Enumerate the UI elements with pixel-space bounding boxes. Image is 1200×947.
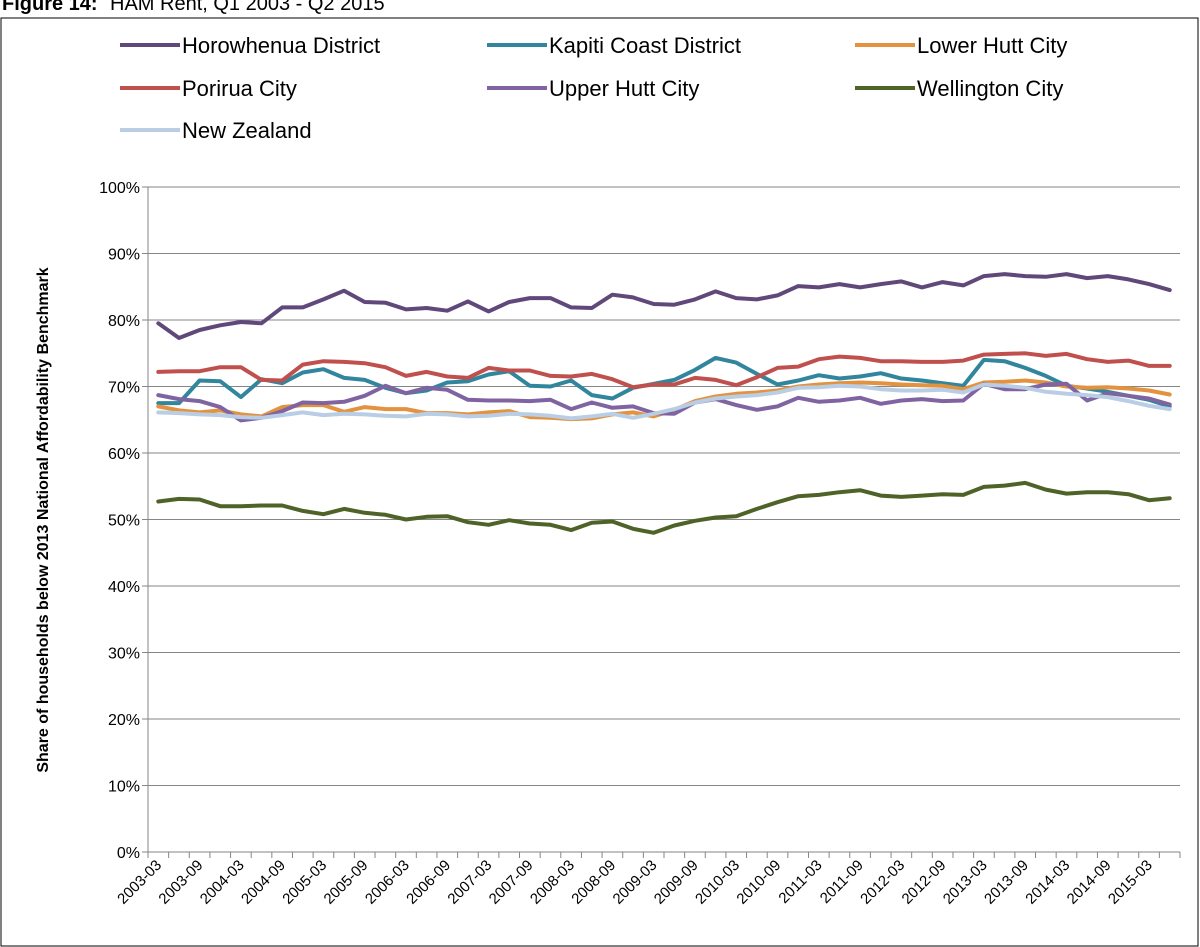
y-tick-label: 70% (108, 380, 140, 397)
series-line (156, 351, 1172, 390)
y-tick-label: 90% (108, 247, 140, 264)
legend-label: Kapiti Coast District (549, 33, 741, 58)
series-line (156, 382, 1172, 421)
legend-label: Horowhenua District (182, 33, 380, 58)
y-tick-label: 30% (108, 646, 140, 663)
title-label: Figure 14: (2, 0, 98, 15)
y-tick-label: 50% (108, 513, 140, 530)
series-line (156, 480, 1172, 535)
chart-title: HAM Rent, Q1 2003 - Q2 2015 (110, 0, 385, 15)
y-tick-label: 100% (99, 180, 140, 197)
series-line (156, 355, 1172, 409)
y-tick-label: 10% (108, 779, 140, 796)
y-tick-label: 40% (108, 579, 140, 596)
series-line (156, 272, 1172, 340)
y-tick-label: 60% (108, 446, 140, 463)
y-tick-label: 0% (117, 845, 140, 862)
y-tick-label: 80% (108, 313, 140, 330)
legend-label: Porirua City (182, 76, 297, 101)
legend-label: Upper Hutt City (549, 76, 699, 101)
legend-label: New Zealand (182, 118, 312, 143)
y-tick-label: 20% (108, 712, 140, 729)
y-axis-label: Share of households below 2013 National … (35, 267, 52, 772)
legend-label: Wellington City (917, 76, 1063, 101)
legend-label: Lower Hutt City (917, 33, 1067, 58)
chart-frame (0, 17, 1199, 947)
